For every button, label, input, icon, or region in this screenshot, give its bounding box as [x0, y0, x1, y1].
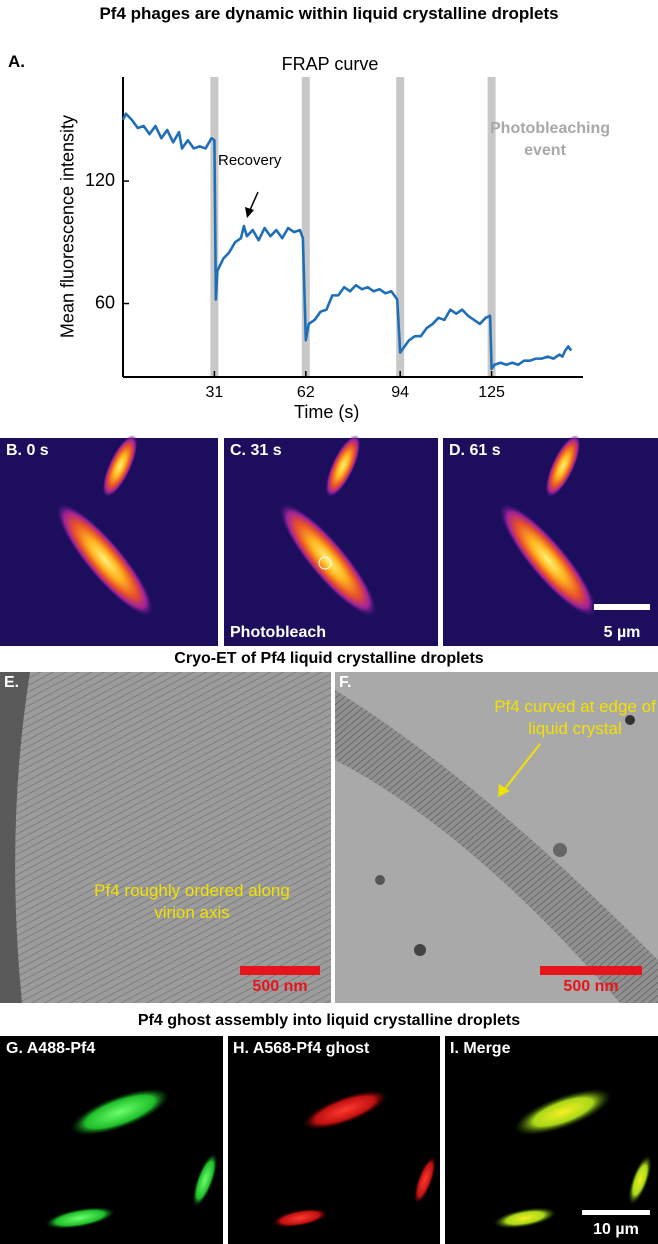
- annotation-arrow: [250, 192, 258, 210]
- annotation: Pf4 curved at edge of liquid crystal: [490, 696, 658, 740]
- ghost-images: [0, 1036, 658, 1244]
- y-axis-title: Mean fluorescence intensity: [58, 107, 79, 347]
- blob: [553, 843, 567, 857]
- scale-bar-label: 10 µm: [582, 1221, 650, 1239]
- image-h: [228, 1036, 440, 1244]
- chart-title: FRAP curve: [260, 54, 400, 75]
- panel-label: B. 0 s: [6, 442, 49, 460]
- x-tick-label: 31: [206, 384, 224, 401]
- scale-bar: [582, 1210, 650, 1215]
- scale-bar-label: 5 µm: [594, 624, 650, 642]
- panel-label: I. Merge: [450, 1040, 510, 1058]
- panel-label: C. 31 s: [230, 442, 282, 460]
- panel-label: G. A488-Pf4: [6, 1040, 95, 1058]
- x-tick-label: 94: [391, 384, 409, 401]
- scale-bar-label: 500 nm: [230, 978, 330, 996]
- scale-bar: [594, 604, 650, 610]
- section-title: Pf4 ghost assembly into liquid crystalli…: [0, 1012, 658, 1030]
- annotation-arrow-head: [245, 207, 254, 218]
- panel-label: F.: [339, 674, 351, 692]
- annotation: Pf4 roughly ordered along virion axis: [92, 880, 292, 924]
- figure-title: Pf4 phages are dynamic within liquid cry…: [0, 4, 658, 24]
- annotation: Recovery: [218, 152, 281, 169]
- panel-label: A.: [8, 52, 25, 72]
- image-e: [0, 672, 331, 1003]
- scale-bar: [240, 966, 320, 975]
- event-label: Photobleaching event: [490, 118, 600, 162]
- x-tick-label: 125: [478, 384, 505, 401]
- section-title: Cryo-ET of Pf4 liquid crystalline drople…: [0, 650, 658, 668]
- y-tick-label: 60: [95, 292, 115, 312]
- panel-label: E.: [4, 674, 19, 692]
- panel-label: H. A568-Pf4 ghost: [233, 1040, 369, 1058]
- x-axis-title: Time (s): [294, 402, 359, 423]
- blob: [414, 944, 426, 956]
- blob: [375, 875, 385, 885]
- figure: 31 62 94 125 60 120 Pf4 phages are dynamic wi…: [0, 0, 658, 1244]
- panel-label: D. 61 s: [449, 442, 501, 460]
- scale-bar-label: 500 nm: [541, 978, 641, 996]
- fluorescence-images: [0, 431, 658, 646]
- scale-bar: [540, 966, 642, 975]
- annotation: Photobleach: [230, 624, 326, 642]
- y-tick-label: 120: [85, 170, 115, 190]
- x-tick-label: 62: [297, 384, 315, 401]
